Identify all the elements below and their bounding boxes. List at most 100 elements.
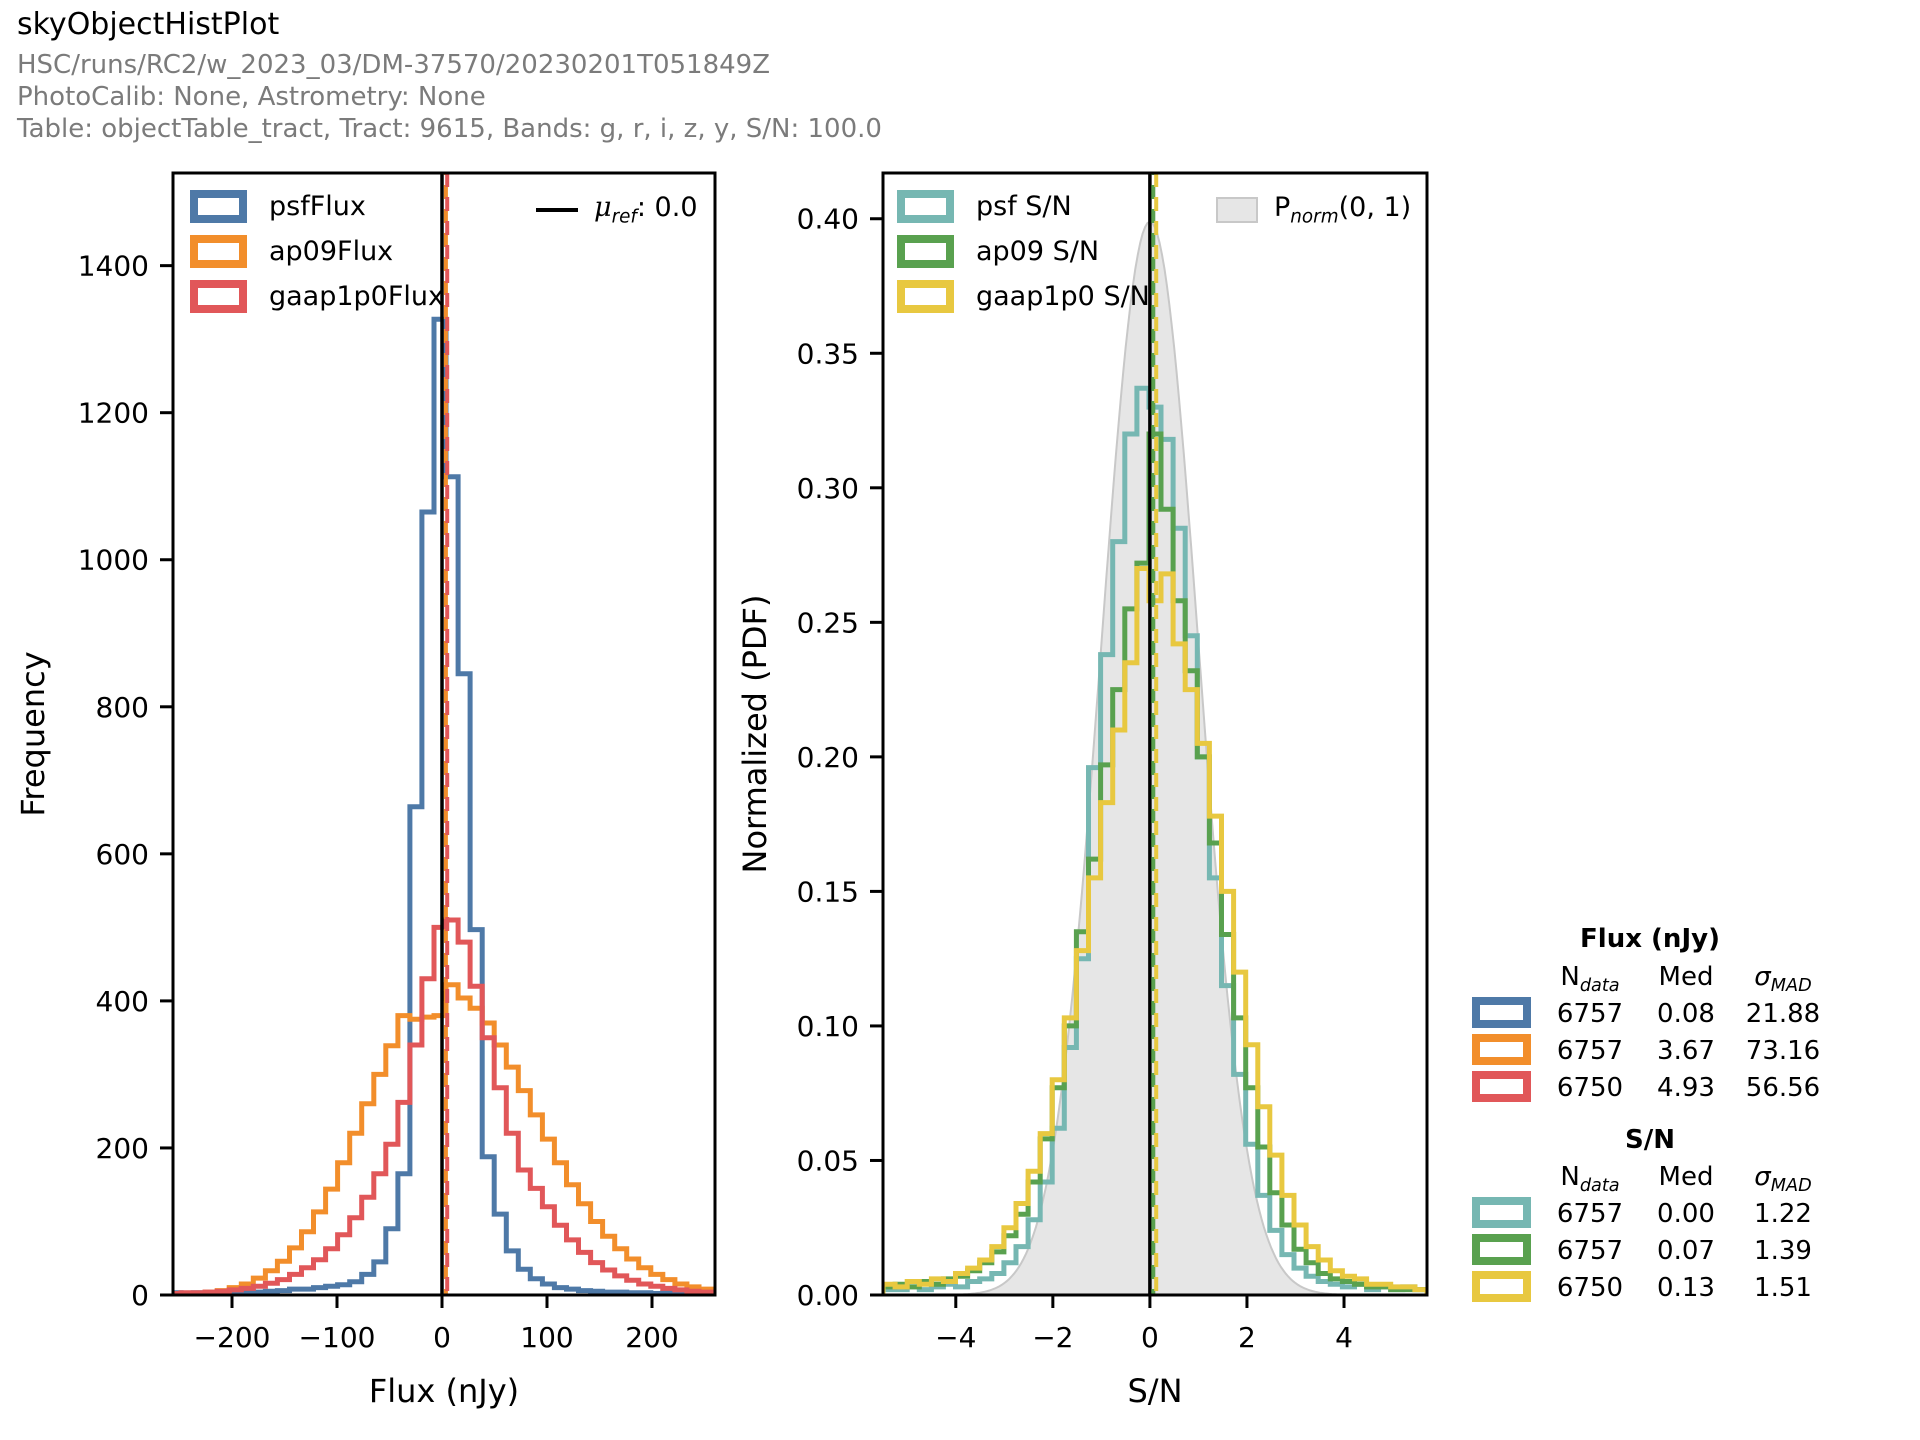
psf-sn-row-swatch-icon	[1472, 1197, 1531, 1228]
histogram-gaap1p0Flux	[173, 917, 714, 1295]
y-tick-label: 1000	[78, 544, 149, 577]
stat-median: 4.93	[1657, 1073, 1715, 1103]
x-tick-label: −200	[194, 1321, 271, 1354]
legend-label: gaap1p0 S/N	[976, 281, 1150, 312]
y-tick-label: 400	[96, 985, 149, 1018]
y-tick-label: 0.20	[797, 741, 859, 774]
stat-sigma-mad: 1.22	[1754, 1199, 1812, 1229]
ndata-column-header: Ndata	[1560, 962, 1620, 997]
x-axis-label: Flux (nJy)	[369, 1372, 519, 1410]
legend-label: ap09 S/N	[976, 236, 1100, 267]
y-tick-label: 600	[96, 838, 149, 871]
ap09Flux-swatch-icon	[190, 235, 247, 268]
mu-ref-label: μref: 0.0	[594, 192, 698, 228]
stat-median: 0.13	[1657, 1273, 1715, 1303]
mu-ref-line-icon	[536, 207, 578, 212]
stat-ndata: 6750	[1556, 1273, 1624, 1303]
legend-item-gaap1p0-sn: gaap1p0 S/N	[897, 280, 1150, 313]
figure-header: skyObjectHistPlot HSC/runs/RC2/w_2023_03…	[17, 7, 882, 144]
ap09Flux-row-swatch-icon	[1472, 1034, 1531, 1065]
stat-sigma-mad: 21.88	[1745, 999, 1821, 1029]
legend-label: ap09Flux	[269, 236, 394, 267]
gaap1p0Flux-row-swatch-icon	[1472, 1071, 1531, 1102]
stat-ndata: 6757	[1556, 1199, 1624, 1229]
legend-label: gaap1p0Flux	[269, 281, 444, 312]
ap09-sn-swatch-icon	[897, 235, 954, 268]
x-tick-label: −100	[299, 1321, 376, 1354]
med-column-header: Med	[1658, 1162, 1714, 1192]
stat-ndata: 6757	[1556, 999, 1624, 1029]
sn-legend: psf S/N ap09 S/N gaap1p0 S/N	[897, 190, 1150, 325]
page-title: skyObjectHistPlot	[17, 7, 280, 42]
legend-item-ap09-sn: ap09 S/N	[897, 235, 1150, 268]
table-info-subtitle: Table: objectTable_tract, Tract: 9615, B…	[17, 114, 882, 144]
histogram-ap09Flux	[173, 982, 714, 1295]
x-tick-label: 2	[1238, 1321, 1256, 1354]
stat-median: 0.00	[1657, 1199, 1715, 1229]
stat-sigma-mad: 1.39	[1754, 1236, 1812, 1266]
x-tick-label: 4	[1335, 1321, 1353, 1354]
stat-ndata: 6757	[1556, 1036, 1624, 1066]
x-tick-label: 100	[520, 1321, 573, 1354]
gaap1p0-sn-swatch-icon	[897, 280, 954, 313]
pnorm-swatch-icon	[1216, 196, 1258, 223]
gaap1p0Flux-swatch-icon	[190, 280, 247, 313]
stat-median: 0.08	[1657, 999, 1715, 1029]
stat-median: 3.67	[1657, 1036, 1715, 1066]
psfFlux-row-swatch-icon	[1472, 997, 1531, 1028]
y-tick-label: 0.35	[797, 337, 859, 370]
flux-legend: psfFlux ap09Flux gaap1p0Flux	[190, 190, 444, 325]
x-tick-label: 0	[1141, 1321, 1159, 1354]
run-collection-subtitle: HSC/runs/RC2/w_2023_03/DM-37570/20230201…	[17, 50, 771, 80]
psfFlux-swatch-icon	[190, 190, 247, 223]
y-tick-label: 1400	[78, 250, 149, 283]
x-tick-label: 200	[625, 1321, 678, 1354]
y-axis-label: Normalized (PDF)	[736, 595, 774, 874]
med-column-header: Med	[1658, 962, 1714, 992]
pnorm-legend: Pnorm(0, 1)	[1216, 192, 1411, 227]
stat-sigma-mad: 56.56	[1745, 1073, 1821, 1103]
stat-ndata: 6757	[1556, 1236, 1624, 1266]
stat-sigma-mad: 73.16	[1745, 1036, 1821, 1066]
sigma-mad-column-header: σMAD	[1754, 962, 1812, 997]
legend-label: psfFlux	[269, 191, 366, 222]
ndata-column-header: Ndata	[1560, 1162, 1620, 1197]
flux-stats-title: Flux (nJy)	[1580, 924, 1720, 954]
pnorm-label: Pnorm(0, 1)	[1274, 192, 1412, 228]
mu-ref-legend: μref: 0.0	[536, 192, 698, 227]
y-tick-label: 0.10	[797, 1010, 859, 1043]
legend-item-ap09Flux: ap09Flux	[190, 235, 444, 268]
x-tick-label: 0	[433, 1321, 451, 1354]
gaap1p0-sn-row-swatch-icon	[1472, 1271, 1531, 1302]
x-axis-label: S/N	[1127, 1372, 1182, 1410]
y-tick-label: 1200	[78, 397, 149, 430]
plot-sn-histogram: −4 −2 0 2 4 0.00 0.05 0.10 0.15 0.20 0.25 0.30 0.35 0…	[736, 171, 1429, 1410]
sigma-mad-column-header: σMAD	[1754, 1162, 1812, 1197]
y-tick-label: 0.30	[797, 472, 859, 505]
legend-item-psfFlux: psfFlux	[190, 190, 444, 223]
legend-item-gaap1p0Flux: gaap1p0Flux	[190, 280, 444, 313]
y-tick-label: 0	[131, 1279, 149, 1312]
sn-stats-title: S/N	[1625, 1125, 1675, 1155]
stat-sigma-mad: 1.51	[1754, 1273, 1812, 1303]
y-axis-label: Frequency	[14, 651, 52, 816]
x-tick-label: −2	[1032, 1321, 1073, 1354]
x-tick-label: −4	[935, 1321, 976, 1354]
y-tick-label: 200	[96, 1132, 149, 1165]
histogram-psfFlux	[173, 316, 714, 1295]
y-tick-label: 0.15	[797, 875, 859, 908]
y-tick-label: 0.25	[797, 606, 859, 639]
axes-frame	[881, 171, 1429, 1297]
y-tick-label: 0.40	[797, 203, 859, 236]
legend-label: psf S/N	[976, 191, 1072, 222]
legend-item-psf-sn: psf S/N	[897, 190, 1150, 223]
psf-sn-swatch-icon	[897, 190, 954, 223]
stat-median: 0.07	[1657, 1236, 1715, 1266]
axes-frame	[171, 171, 717, 1297]
stat-ndata: 6750	[1556, 1073, 1624, 1103]
plot-flux-histogram: −200 −100 0 100 200 0 200 400 600 800 1000 1200 1400…	[14, 171, 717, 1410]
calibration-subtitle: PhotoCalib: None, Astrometry: None	[17, 82, 486, 112]
y-tick-label: 0.05	[797, 1144, 859, 1177]
